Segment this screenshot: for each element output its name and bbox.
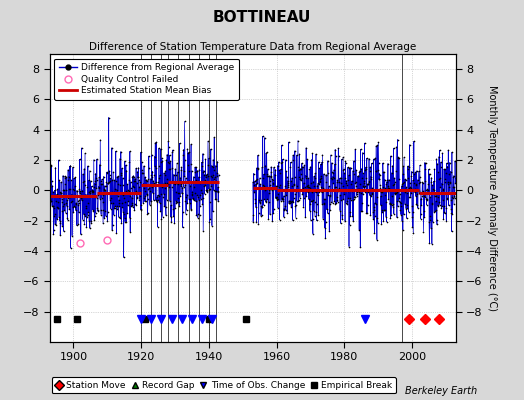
- Title: Difference of Station Temperature Data from Regional Average: Difference of Station Temperature Data f…: [89, 42, 417, 52]
- Y-axis label: Monthly Temperature Anomaly Difference (°C): Monthly Temperature Anomaly Difference (…: [487, 85, 497, 311]
- Text: Berkeley Earth: Berkeley Earth: [405, 386, 477, 396]
- Legend: Station Move, Record Gap, Time of Obs. Change, Empirical Break: Station Move, Record Gap, Time of Obs. C…: [52, 377, 396, 394]
- Text: BOTTINEAU: BOTTINEAU: [213, 10, 311, 25]
- Legend: Difference from Regional Average, Quality Control Failed, Estimated Station Mean: Difference from Regional Average, Qualit…: [54, 58, 239, 100]
